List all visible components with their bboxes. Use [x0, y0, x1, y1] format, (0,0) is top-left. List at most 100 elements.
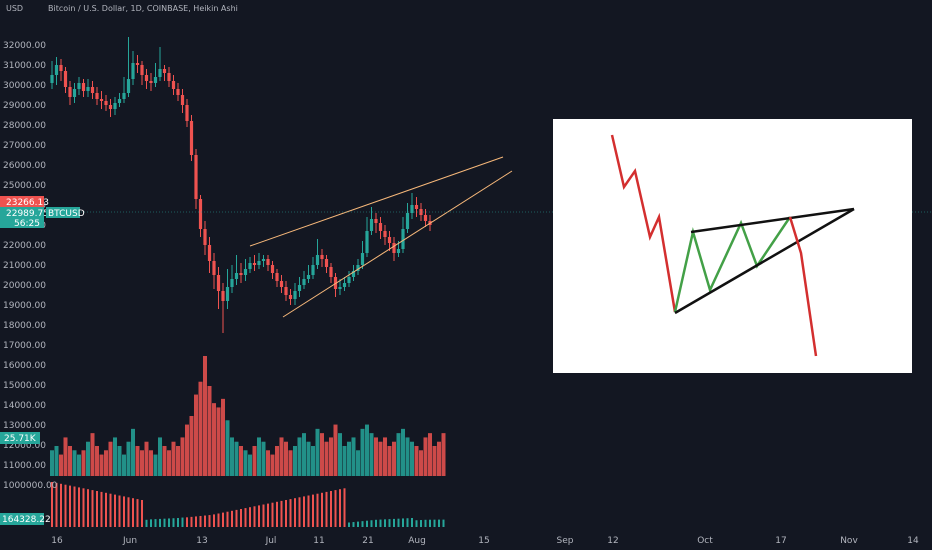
oscillator-bar [276, 501, 278, 527]
candle-body [171, 81, 176, 89]
oscillator-bar [145, 519, 148, 527]
volume-bar [77, 454, 81, 476]
wedge-zigzag [673, 216, 792, 313]
volume-bar [347, 441, 351, 476]
oscillator-bar [316, 493, 319, 527]
volume-bar [284, 441, 288, 476]
oscillator-bar [258, 505, 260, 527]
candle-body [234, 273, 239, 279]
oscillator-bar [352, 522, 355, 527]
candle-body [243, 269, 248, 275]
volume-bar [378, 441, 383, 476]
candle-body [297, 285, 302, 291]
candle-body [149, 81, 153, 83]
date-tick-label: Jun [122, 536, 137, 546]
price-tick-label: 14000.00 [3, 401, 46, 411]
candle-body [378, 223, 383, 231]
volume-bar [396, 433, 401, 476]
volume-bar [95, 446, 99, 476]
price-tick-label: 32000.00 [3, 41, 46, 51]
volume-bar [194, 394, 198, 476]
price-tick-label: 28000.00 [3, 121, 46, 131]
oscillator-bar [136, 499, 139, 527]
wedge-upper-line [690, 207, 855, 234]
volume-bar [72, 450, 77, 476]
oscillator-bar [91, 490, 94, 527]
volume-bar [360, 428, 365, 476]
candle-body [351, 271, 356, 277]
candle-body [212, 261, 216, 275]
price-tick-label: 21000.00 [3, 261, 46, 271]
oscillator-bar [406, 518, 409, 527]
oscillator-bar [163, 518, 166, 527]
oscillator-bar [393, 518, 395, 527]
wedge-breakdown [788, 216, 818, 357]
volume-tag-text: 25.71K [4, 434, 37, 444]
oscillator-tick: 1000000.00 [3, 481, 58, 491]
price-axis[interactable]: 32000.00 31000.00 30000.00 29000.00 28000.00… [3, 41, 46, 471]
oscillator-bar [280, 500, 283, 527]
oscillator-bar [267, 503, 269, 527]
oscillator-bar [411, 518, 413, 527]
price-tick-label: 31000.00 [3, 61, 46, 71]
candle-body [72, 89, 77, 97]
volume-bar [351, 437, 356, 476]
date-tick-label: Oct [697, 536, 713, 546]
candle-body [288, 295, 293, 299]
candle-body [356, 265, 360, 271]
volume-bar [342, 446, 347, 476]
candle-body [423, 215, 428, 221]
candle-body [239, 273, 243, 275]
volume-bar [176, 446, 180, 476]
candle-body [414, 205, 419, 209]
candle-body [59, 65, 63, 71]
date-axis[interactable]: 16 Jun 13 Jul 11 21 Aug 15 Sep 12 Oct 17 Nov 14 [51, 536, 919, 546]
oscillator-bar [55, 482, 58, 527]
candle-body [86, 87, 90, 91]
volume-bar [405, 437, 410, 476]
oscillator-bar [343, 488, 346, 527]
oscillator-bar [438, 519, 440, 527]
volume-bar [63, 437, 68, 476]
upper-trendline[interactable] [249, 156, 504, 247]
oscillator-bar [190, 516, 193, 527]
wedge-diagram [610, 134, 855, 357]
oscillator-bar [109, 493, 112, 527]
candle-body [401, 229, 405, 249]
candle-body [302, 279, 306, 285]
price-tick-label: 19000.00 [3, 301, 46, 311]
volume-bar [333, 424, 338, 476]
lower-trendline[interactable] [282, 170, 513, 318]
oscillator-bar [366, 520, 368, 527]
candle-body [230, 279, 234, 287]
volume-bar [387, 446, 392, 476]
candle-body [257, 261, 261, 265]
volume-bar [216, 407, 221, 476]
candle-body [252, 263, 257, 265]
volume-bar [185, 424, 189, 476]
oscillator-bar [208, 515, 211, 527]
volume-bar [180, 437, 185, 476]
candle-body [126, 79, 131, 93]
volume-bar [90, 433, 95, 476]
candle-body [311, 265, 315, 275]
price-tick-label: 25000.00 [3, 181, 46, 191]
candle-body [189, 121, 194, 155]
volume-bar [297, 437, 302, 476]
date-tick-label: 12 [607, 536, 618, 546]
candle-body [104, 101, 108, 105]
candle-body [167, 73, 171, 81]
candle-body [248, 263, 252, 269]
volume-bar [356, 450, 360, 476]
oscillator-bar [118, 495, 121, 527]
oscillator-bar [87, 489, 89, 527]
volume-bar [243, 450, 248, 476]
oscillator-bar [289, 499, 292, 527]
price-tick-label: 22000.00 [3, 241, 46, 251]
candle-body [140, 65, 144, 75]
chart-title[interactable]: Bitcoin / U.S. Dollar, 1D, COINBASE, Hei… [48, 4, 238, 13]
oscillator-bar [73, 486, 76, 527]
wedge-prior-downtrend [610, 134, 677, 313]
oscillator-layer [51, 482, 445, 527]
